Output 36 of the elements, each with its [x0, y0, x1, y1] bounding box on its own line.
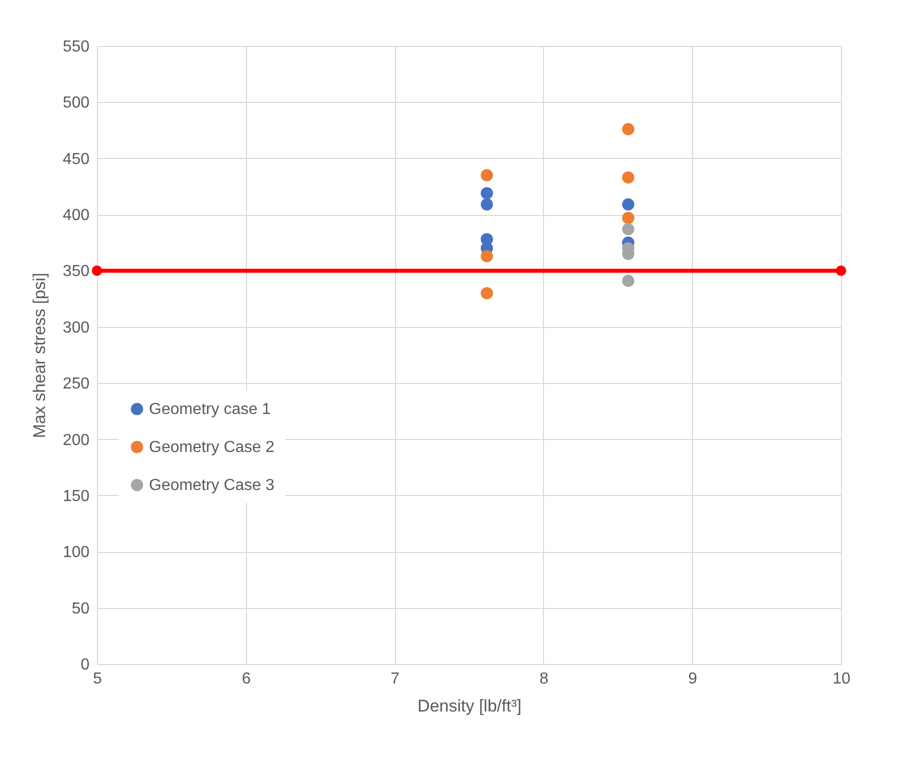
- legend-label: Geometry case 1: [149, 401, 271, 418]
- point: [622, 123, 634, 136]
- point: [92, 266, 102, 276]
- point: [622, 274, 634, 287]
- legend-label: Geometry Case 2: [149, 439, 274, 456]
- x-tick-label: 6: [242, 670, 251, 688]
- point: [836, 266, 846, 276]
- x-tick-label: 10: [832, 670, 850, 688]
- point: [480, 287, 493, 300]
- y-tick-label: 0: [80, 656, 90, 674]
- point: [622, 171, 634, 184]
- y-axis-title: Max shear stress [psi]: [30, 272, 49, 438]
- y-tick-label: 550: [62, 38, 90, 56]
- point: [480, 169, 493, 182]
- y-tick-label: 100: [62, 544, 90, 562]
- point: [622, 223, 634, 236]
- point: [480, 187, 493, 200]
- y-tick-label: 500: [62, 94, 90, 112]
- y-tick-label: 50: [72, 600, 90, 618]
- y-tick-label: 400: [62, 207, 90, 224]
- x-tick-label: 5: [93, 670, 102, 688]
- y-tick-label: 300: [62, 319, 90, 336]
- x-tick-label: 8: [539, 670, 548, 688]
- point: [480, 250, 493, 262]
- x-axis-title: Density [lb/ft³]: [418, 696, 522, 716]
- y-tick-label: 450: [62, 150, 90, 168]
- point: [622, 198, 634, 211]
- y-tick-label: 250: [62, 376, 90, 393]
- legend-label: Geometry Case 3: [149, 477, 274, 494]
- point: [480, 198, 493, 211]
- y-tick-label: 150: [62, 488, 90, 505]
- y-tick-label: 350: [62, 263, 90, 280]
- point: [622, 212, 634, 224]
- y-tick-label: 200: [62, 432, 90, 449]
- x-tick-label: 9: [688, 670, 698, 688]
- x-tick-label: 7: [390, 670, 400, 688]
